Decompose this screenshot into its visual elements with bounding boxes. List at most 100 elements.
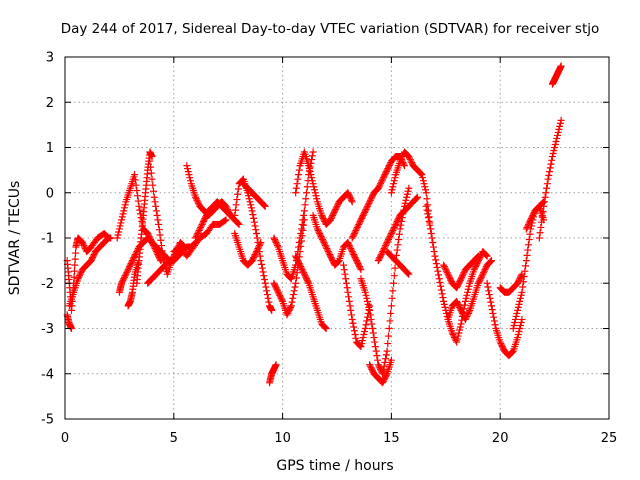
- data-point: [121, 272, 129, 280]
- data-point: [318, 234, 326, 242]
- data-point: [308, 152, 316, 160]
- data-point: [349, 249, 357, 257]
- data-point: [292, 252, 300, 260]
- data-point: [345, 192, 353, 200]
- data-point: [185, 171, 193, 179]
- data-point: [154, 216, 162, 224]
- data-point: [260, 201, 268, 209]
- data-point: [387, 231, 395, 239]
- data-point: [295, 171, 303, 179]
- series-arc-8: [146, 157, 189, 278]
- data-point: [186, 177, 194, 185]
- data-point: [319, 214, 327, 222]
- data-point: [312, 192, 320, 200]
- data-point: [418, 171, 426, 179]
- data-point: [408, 159, 416, 167]
- data-point: [392, 219, 400, 227]
- data-point: [443, 267, 451, 275]
- data-point: [123, 269, 131, 277]
- data-point: [89, 254, 97, 262]
- data-point: [156, 231, 164, 239]
- data-point: [358, 337, 366, 345]
- data-point: [556, 122, 564, 130]
- data-point: [472, 263, 480, 271]
- data-point: [300, 207, 308, 215]
- data-point: [131, 176, 139, 184]
- data-point: [413, 194, 421, 202]
- data-point: [366, 306, 374, 314]
- data-point: [456, 305, 464, 313]
- data-point: [405, 153, 413, 161]
- data-point: [498, 341, 506, 349]
- data-point: [426, 221, 434, 229]
- data-point: [391, 174, 399, 182]
- data-point: [368, 320, 376, 328]
- data-point: [367, 315, 375, 323]
- series-arc-20: [292, 252, 330, 332]
- data-point: [297, 264, 305, 272]
- data-point: [385, 162, 393, 170]
- data-point: [390, 225, 398, 233]
- data-point: [252, 249, 260, 257]
- data-point: [350, 323, 358, 331]
- data-point: [540, 198, 548, 206]
- data-point: [412, 195, 420, 203]
- series-arc-28: [383, 248, 413, 278]
- data-point: [556, 119, 564, 127]
- data-point: [299, 226, 307, 234]
- data-point: [377, 178, 385, 186]
- data-point: [357, 343, 365, 351]
- data-point: [387, 356, 395, 364]
- data-point: [147, 163, 155, 171]
- data-point: [496, 338, 504, 346]
- data-point: [271, 236, 279, 244]
- data-point: [319, 237, 327, 245]
- data-point: [454, 300, 462, 308]
- data-point: [121, 201, 129, 209]
- data-point: [128, 258, 136, 266]
- data-point: [129, 255, 137, 263]
- data-point: [77, 269, 85, 277]
- data-point: [329, 210, 337, 218]
- data-point: [193, 231, 201, 239]
- data-point: [345, 190, 353, 198]
- data-point: [257, 257, 265, 265]
- data-point: [374, 361, 382, 369]
- data-point: [366, 198, 374, 206]
- data-point: [122, 270, 130, 278]
- data-point: [403, 190, 411, 198]
- data-point: [514, 306, 522, 314]
- data-point: [260, 272, 268, 280]
- data-point: [327, 214, 335, 222]
- data-point: [547, 160, 555, 168]
- data-point: [453, 338, 461, 346]
- data-point: [357, 216, 365, 224]
- data-point: [71, 255, 79, 263]
- x-tick-label: 10: [274, 431, 291, 446]
- data-point: [538, 218, 546, 226]
- data-point: [352, 334, 360, 342]
- data-point: [437, 282, 445, 290]
- data-point: [153, 211, 161, 219]
- data-point: [300, 216, 308, 224]
- data-point: [105, 234, 113, 242]
- data-point: [458, 308, 466, 316]
- data-point: [554, 128, 562, 136]
- data-point: [431, 252, 439, 260]
- data-point: [350, 231, 358, 239]
- data-point: [184, 165, 192, 173]
- data-point: [358, 340, 366, 348]
- data-point: [390, 272, 398, 280]
- data-point: [232, 201, 240, 209]
- data-point: [192, 234, 200, 242]
- data-point: [440, 261, 448, 269]
- data-point: [104, 235, 112, 243]
- data-point: [345, 240, 353, 248]
- data-point: [235, 220, 243, 228]
- data-points: [63, 62, 565, 387]
- data-point: [480, 269, 488, 277]
- series-arc-33: [496, 270, 526, 296]
- data-point: [379, 174, 387, 182]
- data-point: [525, 236, 533, 244]
- data-point: [290, 287, 298, 295]
